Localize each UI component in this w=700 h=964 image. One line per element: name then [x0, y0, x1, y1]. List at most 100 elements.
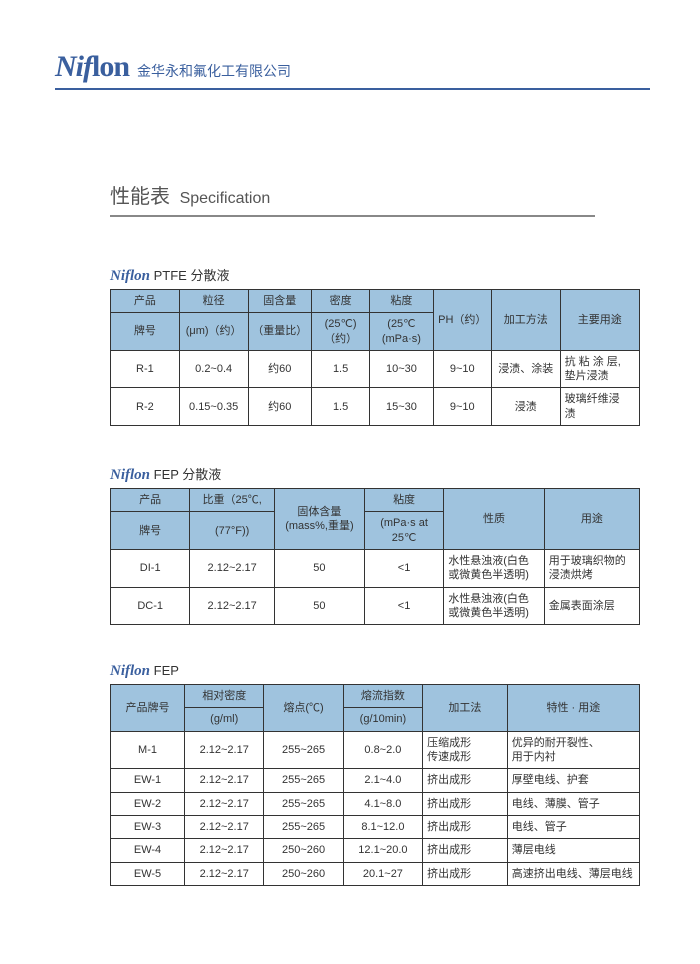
cell: 挤出成形	[423, 839, 508, 862]
cell: 浸渍	[491, 388, 560, 426]
th-particle: 粒径	[179, 290, 248, 313]
th-sg-sub: (77°F))	[190, 512, 275, 550]
cell-use: 金属表面涂层	[544, 587, 639, 625]
niflon-mark: Niflon	[110, 268, 150, 284]
cell-grade: EW-2	[111, 792, 185, 815]
spec-heading-en: Specification	[180, 190, 271, 207]
table-ptfe: 产品 粒径 固含量 密度 粘度 PH（约） 加工方法 主要用途 牌号 (μm)（…	[110, 289, 640, 426]
cell: <1	[364, 549, 443, 587]
cell-grade: DI-1	[111, 549, 190, 587]
cell-grade: M-1	[111, 731, 185, 769]
cell: 0.8~2.0	[343, 731, 422, 769]
cell: 50	[274, 587, 364, 625]
niflon-mark: Niflon	[110, 663, 150, 679]
cell: 0.15~0.35	[179, 388, 248, 426]
section-ptfe: Niflon PTFE 分散液 产品 粒径 固含量 密度 粘度 PH（约） 加工…	[110, 265, 640, 426]
th-solid: 固体含量(mass%,重量)	[274, 489, 364, 550]
cell: 15~30	[370, 388, 433, 426]
table-row: EW-4 2.12~2.17 250~260 12.1~20.0 挤出成形 薄层…	[111, 839, 640, 862]
th-viscosity-sub: (25℃(mPa·s)	[370, 313, 433, 351]
th-density: 相对密度	[185, 685, 264, 708]
cell: 挤出成形	[423, 862, 508, 885]
cell-use: 抗 粘 涂 层,垫片浸渍	[560, 350, 639, 388]
niflon-mark: Niflon	[110, 467, 150, 483]
cell-grade: R-2	[111, 388, 180, 426]
cell-nature: 水性悬浊液(白色或微黄色半透明)	[444, 587, 545, 625]
cell: 8.1~12.0	[343, 815, 422, 838]
spec-heading-cn: 性能表	[110, 186, 170, 208]
section-title-ptfe: Niflon PTFE 分散液	[110, 265, 640, 285]
cell-grade: EW-1	[111, 769, 185, 792]
cell-grade: EW-5	[111, 862, 185, 885]
table-row: EW-1 2.12~2.17 255~265 2.1~4.0 挤出成形 厚壁电线…	[111, 769, 640, 792]
th-mfi-sub: (g/10min)	[343, 708, 422, 731]
cell-grade: R-1	[111, 350, 180, 388]
table-row: M-1 2.12~2.17 255~265 0.8~2.0 压缩成形传速成形 优…	[111, 731, 640, 769]
th-particle-sub: (μm)（约）	[179, 313, 248, 351]
cell-grade: EW-4	[111, 839, 185, 862]
cell: 2.12~2.17	[190, 549, 275, 587]
th-sg: 比重（25℃,	[190, 489, 275, 512]
table-fep-dispersion: 产品 比重（25℃, 固体含量(mass%,重量) 粘度 性质 用途 牌号 (7…	[110, 488, 640, 625]
cell: 12.1~20.0	[343, 839, 422, 862]
section-suffix: FEP 分散液	[150, 467, 221, 482]
cell: 2.12~2.17	[190, 587, 275, 625]
table-fep: 产品牌号 相对密度 熔点(℃) 熔流指数 加工法 特性 · 用途 (g/ml) …	[110, 684, 640, 886]
cell: 255~265	[264, 731, 343, 769]
th-grade: 产品牌号	[111, 685, 185, 732]
cell: 250~260	[264, 839, 343, 862]
cell: 250~260	[264, 862, 343, 885]
th-product: 产品	[111, 489, 190, 512]
cell-use: 用于玻璃织物的浸渍烘烤	[544, 549, 639, 587]
cell-nature: 水性悬浊液(白色或微黄色半透明)	[444, 549, 545, 587]
th-process: 加工方法	[491, 290, 560, 351]
brand-logo: Niflon	[55, 50, 129, 84]
cell-use: 高速挤出电线、薄层电线	[507, 862, 639, 885]
th-nature: 性质	[444, 489, 545, 550]
cell: 1.5	[312, 388, 370, 426]
spec-heading: 性能表 Specification	[110, 180, 595, 217]
cell: 255~265	[264, 792, 343, 815]
th-product: 产品	[111, 290, 180, 313]
th-grade: 牌号	[111, 313, 180, 351]
section-suffix: FEP	[150, 663, 179, 678]
brand-header: Niflon 金华永和氟化工有限公司	[55, 50, 650, 90]
th-mp: 熔点(℃)	[264, 685, 343, 732]
section-fep: Niflon FEP 产品牌号 相对密度 熔点(℃) 熔流指数 加工法 特性 ·…	[110, 663, 640, 886]
cell: 255~265	[264, 815, 343, 838]
th-use: 主要用途	[560, 290, 639, 351]
cell: 浸渍、涂装	[491, 350, 560, 388]
th-visc-sub: (mPa·s at25℃	[364, 512, 443, 550]
cell: 挤出成形	[423, 792, 508, 815]
cell-grade: DC-1	[111, 587, 190, 625]
th-density: 密度	[312, 290, 370, 313]
cell: 50	[274, 549, 364, 587]
section-suffix: PTFE 分散液	[150, 268, 229, 283]
cell-use: 电线、管子	[507, 815, 639, 838]
cell: 2.12~2.17	[185, 731, 264, 769]
cell: <1	[364, 587, 443, 625]
table-row: EW-5 2.12~2.17 250~260 20.1~27 挤出成形 高速挤出…	[111, 862, 640, 885]
cell: 挤出成形	[423, 815, 508, 838]
cell: 2.12~2.17	[185, 815, 264, 838]
table-row: DC-1 2.12~2.17 50 <1 水性悬浊液(白色或微黄色半透明) 金属…	[111, 587, 640, 625]
table-row: R-2 0.15~0.35 约60 1.5 15~30 9~10 浸渍 玻璃纤维…	[111, 388, 640, 426]
cell: 2.1~4.0	[343, 769, 422, 792]
cell: 2.12~2.17	[185, 839, 264, 862]
th-grade: 牌号	[111, 512, 190, 550]
cell: 9~10	[433, 350, 491, 388]
cell: 约60	[248, 388, 311, 426]
page: Niflon 金华永和氟化工有限公司 性能表 Specification Nif…	[0, 0, 700, 964]
cell: 2.12~2.17	[185, 862, 264, 885]
cell: 2.12~2.17	[185, 769, 264, 792]
cell-use: 厚壁电线、护套	[507, 769, 639, 792]
th-use: 用途	[544, 489, 639, 550]
cell: 1.5	[312, 350, 370, 388]
th-use: 特性 · 用途	[507, 685, 639, 732]
th-density-sub: (25℃)（约）	[312, 313, 370, 351]
cell: 约60	[248, 350, 311, 388]
th-mfi: 熔流指数	[343, 685, 422, 708]
th-density-sub: (g/ml)	[185, 708, 264, 731]
cell: 压缩成形传速成形	[423, 731, 508, 769]
th-solid-sub: （重量比）	[248, 313, 311, 351]
